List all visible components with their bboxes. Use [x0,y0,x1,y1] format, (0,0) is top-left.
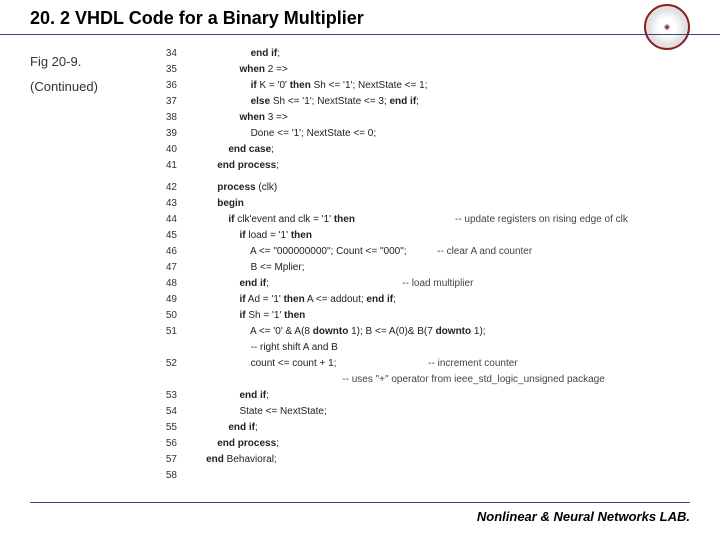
code-line: 36 if K = '0' then Sh <= '1'; NextState … [155,78,700,94]
line-number: 37 [155,94,177,110]
code-line: 39 Done <= '1'; NextState <= 0; [155,126,700,142]
line-number: 58 [155,468,177,484]
code-text: if K = '0' then Sh <= '1'; NextState <= … [177,78,427,94]
code-text: -- right shift A and B [177,340,338,356]
footer-rule [30,502,690,503]
line-number: 44 [155,212,177,228]
page-title: 20. 2 VHDL Code for a Binary Multiplier [30,8,364,33]
code-line: -- right shift A and B [155,340,700,356]
university-logo: ◉ [644,4,690,50]
code-line: 55 end if; [155,420,700,436]
code-text: if clk'event and clk = '1' then -- updat… [177,212,628,228]
line-number: 34 [155,46,177,62]
code-text: when 2 => [177,62,288,78]
code-line: 51 A <= '0' & A(8 downto 1); B <= A(0)& … [155,324,700,340]
code-text: end if; -- load multiplier [177,276,473,292]
code-text: if Sh = '1' then [177,308,305,324]
code-text: process (clk) [177,180,277,196]
code-text: end if; [177,46,280,62]
code-line: 54 State <= NextState; [155,404,700,420]
line-number: 56 [155,436,177,452]
code-listing: 34 end if;35 when 2 =>36 if K = '0' then… [155,46,700,484]
code-text: if load = '1' then [177,228,312,244]
title-underline [0,34,720,35]
code-text: else Sh <= '1'; NextState <= 3; end if; [177,94,419,110]
code-text: end if; [177,388,269,404]
line-number: 52 [155,356,177,372]
line-number: 57 [155,452,177,468]
code-line: 43 begin [155,196,700,212]
line-number: 51 [155,324,177,340]
code-text: end Behavioral; [177,452,277,468]
code-text: count <= count + 1; -- increment counter [177,356,518,372]
line-number: 46 [155,244,177,260]
line-number: 43 [155,196,177,212]
line-number: 36 [155,78,177,94]
code-line: 45 if load = '1' then [155,228,700,244]
line-number: 48 [155,276,177,292]
code-text: Done <= '1'; NextState <= 0; [177,126,376,142]
code-text: end case; [177,142,274,158]
logo-inner-icon: ◉ [664,24,670,31]
line-number: 38 [155,110,177,126]
line-number: 39 [155,126,177,142]
code-text: end process; [177,158,279,174]
code-line: 42 process (clk) [155,180,700,196]
code-line: 58 [155,468,700,484]
code-line: 52 count <= count + 1; -- increment coun… [155,356,700,372]
code-text: if Ad = '1' then A <= addout; end if; [177,292,396,308]
code-line: 46 A <= "000000000"; Count <= "000"; -- … [155,244,700,260]
continued-label: (Continued) [30,79,98,94]
line-number: 47 [155,260,177,276]
line-number: 35 [155,62,177,78]
code-line: 35 when 2 => [155,62,700,78]
line-number: 55 [155,420,177,436]
code-line: 49 if Ad = '1' then A <= addout; end if; [155,292,700,308]
code-line: 40 end case; [155,142,700,158]
code-line: 56 end process; [155,436,700,452]
code-line: 38 when 3 => [155,110,700,126]
line-number: 40 [155,142,177,158]
line-number: 50 [155,308,177,324]
code-line: 37 else Sh <= '1'; NextState <= 3; end i… [155,94,700,110]
footer: Nonlinear & Neural Networks LAB. [30,502,690,524]
code-text: State <= NextState; [177,404,327,420]
code-text: -- uses "+" operator from ieee_std_logic… [177,372,605,388]
line-number: 41 [155,158,177,174]
code-text: end if; [177,420,258,436]
line-number: 42 [155,180,177,196]
code-line: 53 end if; [155,388,700,404]
footer-lab-text: Nonlinear & Neural Networks LAB. [30,509,690,524]
line-number: 45 [155,228,177,244]
code-line: 48 end if; -- load multiplier [155,276,700,292]
code-text: B <= Mplier; [177,260,304,276]
line-number: 53 [155,388,177,404]
sidebar: Fig 20-9. (Continued) [30,54,98,104]
code-line: 34 end if; [155,46,700,62]
code-text: when 3 => [177,110,288,126]
code-text: A <= "000000000"; Count <= "000"; -- cle… [177,244,532,260]
code-line: 57 end Behavioral; [155,452,700,468]
code-text: begin [177,196,244,212]
figure-label: Fig 20-9. [30,54,98,69]
code-line: 47 B <= Mplier; [155,260,700,276]
line-number: 49 [155,292,177,308]
line-number: 54 [155,404,177,420]
code-text: A <= '0' & A(8 downto 1); B <= A(0)& B(7… [177,324,486,340]
code-text: end process; [177,436,279,452]
code-line: 41 end process; [155,158,700,174]
code-line: -- uses "+" operator from ieee_std_logic… [155,372,700,388]
code-line: 50 if Sh = '1' then [155,308,700,324]
code-line: 44 if clk'event and clk = '1' then -- up… [155,212,700,228]
